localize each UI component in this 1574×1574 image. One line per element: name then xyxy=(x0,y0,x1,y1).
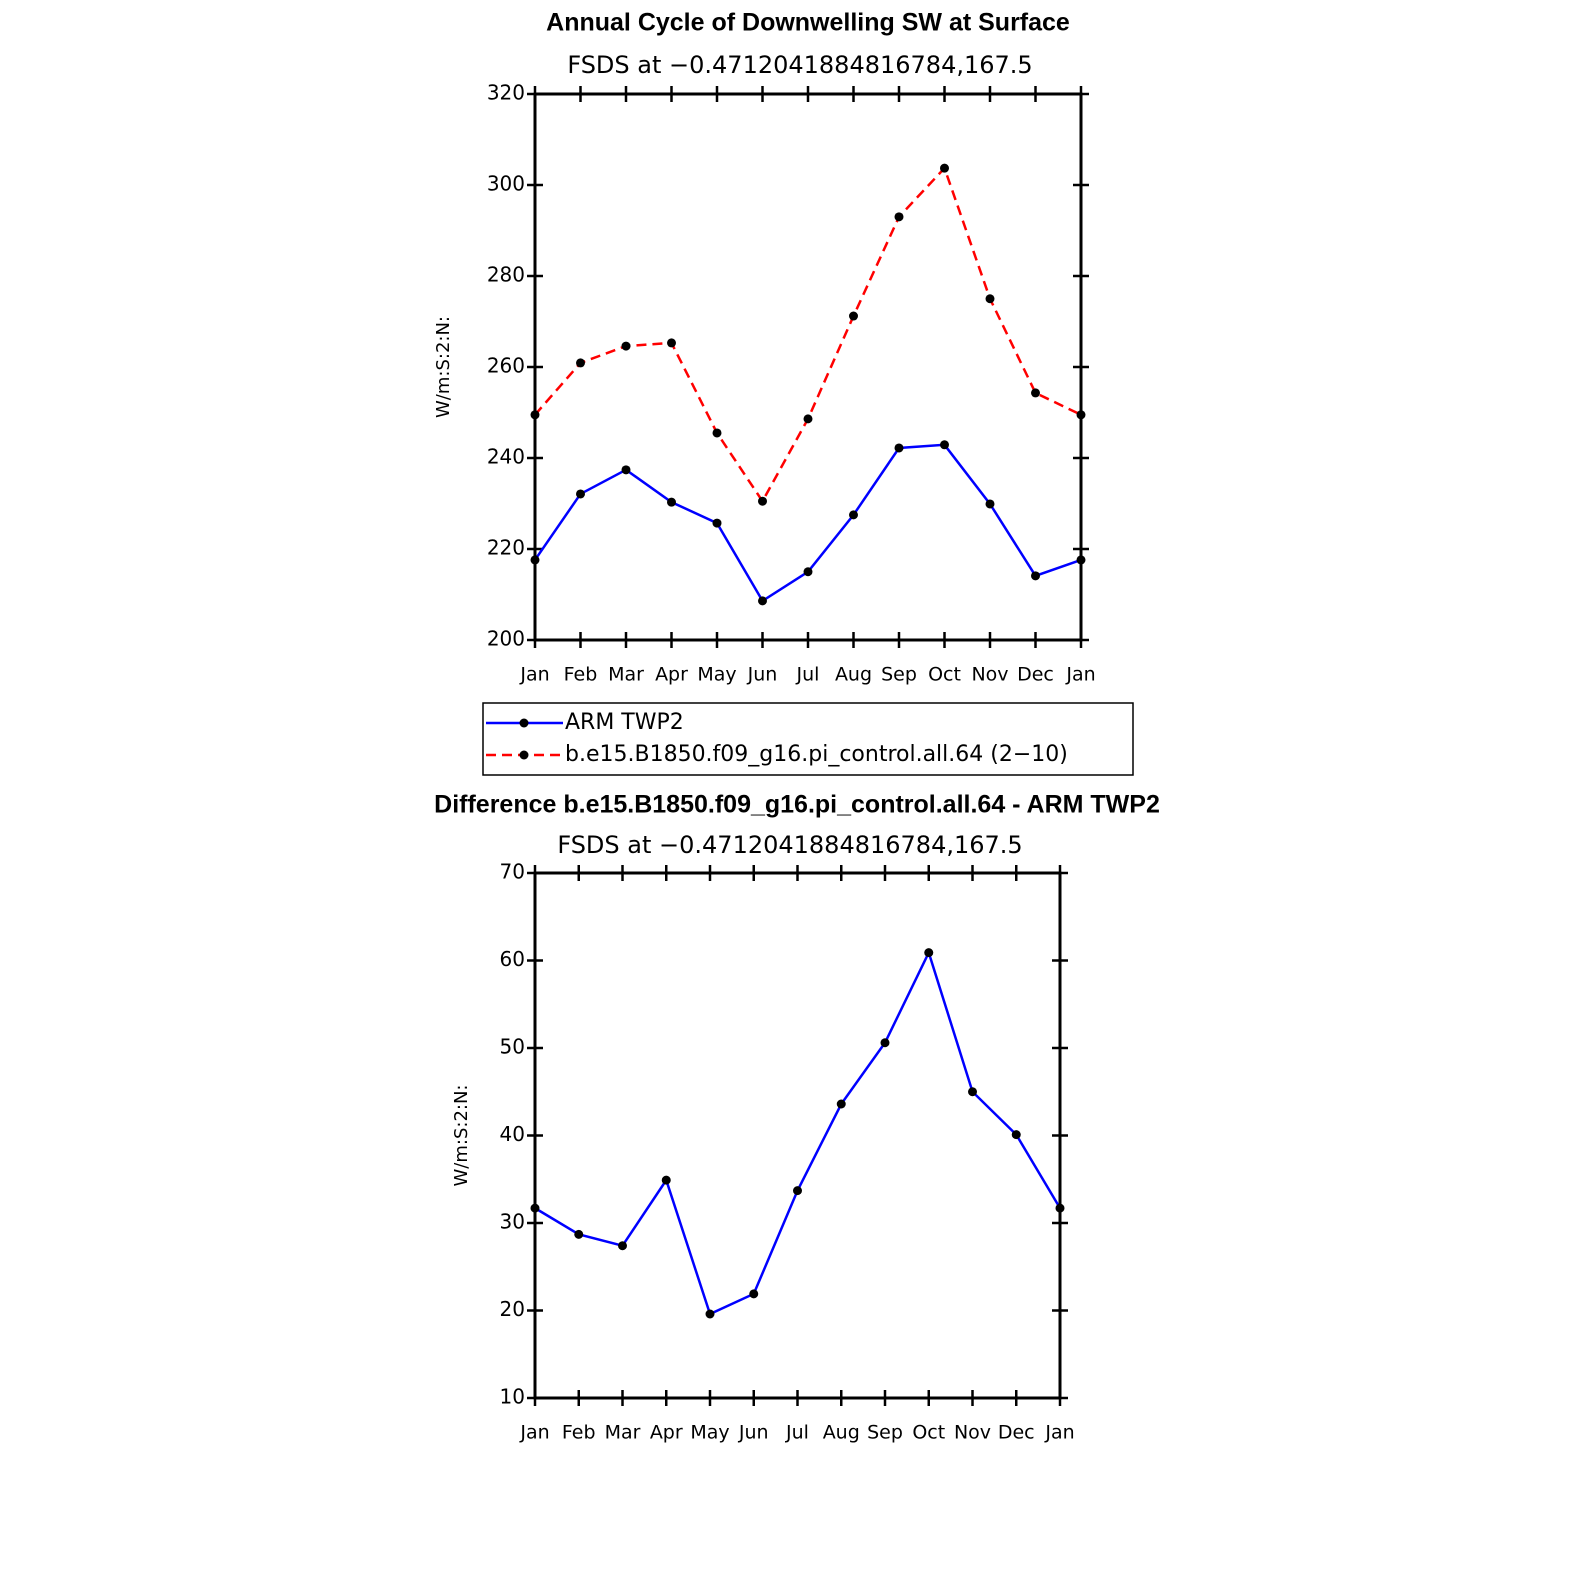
y-tick-label: 30 xyxy=(500,1210,525,1234)
marker xyxy=(667,497,676,507)
marker xyxy=(985,294,995,304)
series-line xyxy=(534,165,1082,504)
y-tick-label: 300 xyxy=(487,172,525,196)
y-tick-label: 50 xyxy=(500,1035,525,1059)
x-tick-label: Jul xyxy=(785,1422,809,1444)
chart-subtitle: FSDS at −0.4712041884816784,167.5 xyxy=(557,831,1022,859)
legend-marker xyxy=(519,750,529,760)
y-tick-label: 60 xyxy=(500,947,525,971)
plot-frame xyxy=(533,92,1083,642)
marker xyxy=(924,948,934,958)
x-tick-label: Oct xyxy=(928,664,961,686)
marker xyxy=(1031,571,1040,581)
y-tick-label: 10 xyxy=(500,1385,525,1409)
marker xyxy=(712,518,722,528)
marker xyxy=(940,440,949,450)
x-tick-label: Jan xyxy=(1065,664,1095,686)
marker xyxy=(894,212,904,222)
plot-frame xyxy=(533,871,1062,1400)
series-line xyxy=(534,949,1062,1316)
marker xyxy=(618,1241,627,1251)
x-tick-label: Dec xyxy=(998,1422,1035,1444)
legend-box xyxy=(482,702,1134,776)
marker xyxy=(530,555,540,565)
marker xyxy=(849,311,858,321)
marker xyxy=(880,1038,890,1048)
legend-label: b.e15.B1850.f09_g16.pi_control.all.64 (2… xyxy=(565,742,1068,767)
marker xyxy=(793,1186,802,1196)
marker xyxy=(749,1289,759,1299)
x-tick-label: Oct xyxy=(912,1422,945,1444)
y-tick-label: 40 xyxy=(500,1122,525,1146)
x-tick-label: Feb xyxy=(564,664,598,686)
x-tick-label: Nov xyxy=(954,1422,991,1444)
y-tick-label: 280 xyxy=(487,263,525,287)
marker xyxy=(940,163,949,173)
marker xyxy=(712,428,722,438)
marker xyxy=(1031,388,1040,398)
chart-subtitle: FSDS at −0.4712041884816784,167.5 xyxy=(567,51,1032,79)
y-axis-label: W/m:S:2:N: xyxy=(433,316,454,418)
marker xyxy=(530,410,540,420)
x-tick-label: Apr xyxy=(650,1422,683,1444)
marker xyxy=(803,414,813,424)
x-tick-label: Jul xyxy=(796,664,820,686)
x-tick-label: Jan xyxy=(1044,1422,1074,1444)
marker xyxy=(985,499,995,509)
x-tick-label: Sep xyxy=(867,1422,903,1444)
y-tick-label: 220 xyxy=(487,536,525,560)
x-tick-label: Aug xyxy=(835,664,872,686)
x-tick-label: Jan xyxy=(519,1422,549,1444)
x-tick-label: Jun xyxy=(747,664,778,686)
marker xyxy=(576,489,585,499)
x-tick-label: Mar xyxy=(605,1422,641,1444)
marker xyxy=(1076,555,1086,565)
y-tick-label: 260 xyxy=(487,354,525,378)
marker xyxy=(621,465,631,475)
x-tick-label: Jun xyxy=(738,1422,769,1444)
marker xyxy=(621,341,631,351)
x-tick-label: Dec xyxy=(1017,664,1054,686)
x-tick-label: Mar xyxy=(608,664,644,686)
marker xyxy=(667,338,676,348)
marker xyxy=(530,1203,540,1213)
y-axis-label: W/m:S:2:N: xyxy=(451,1085,472,1187)
legend-marker xyxy=(519,718,529,728)
x-tick-label: Sep xyxy=(881,664,917,686)
marker xyxy=(758,496,767,506)
x-tick-label: Jan xyxy=(519,664,549,686)
x-tick-label: May xyxy=(690,1422,729,1444)
y-tick-label: 200 xyxy=(487,627,525,651)
y-tick-label: 320 xyxy=(487,81,525,105)
legend-label: ARM TWP2 xyxy=(565,710,684,735)
marker xyxy=(968,1087,977,1097)
x-tick-label: Feb xyxy=(562,1422,596,1444)
chart-title: Difference b.e15.B1850.f09_g16.pi_contro… xyxy=(434,791,1160,819)
x-tick-label: Nov xyxy=(971,664,1008,686)
marker xyxy=(836,1099,846,1109)
chart-title: Annual Cycle of Downwelling SW at Surfac… xyxy=(546,9,1070,37)
x-tick-label: May xyxy=(697,664,736,686)
marker xyxy=(849,510,858,520)
marker xyxy=(1055,1203,1065,1213)
marker xyxy=(576,358,585,368)
marker xyxy=(803,567,813,577)
x-tick-label: Apr xyxy=(655,664,688,686)
series-line xyxy=(533,443,1082,603)
x-tick-label: Aug xyxy=(823,1422,860,1444)
marker xyxy=(1011,1130,1021,1140)
marker xyxy=(894,443,904,453)
marker xyxy=(661,1175,671,1185)
marker xyxy=(705,1309,715,1319)
marker xyxy=(1076,410,1086,420)
y-tick-label: 20 xyxy=(500,1297,525,1321)
y-tick-label: 70 xyxy=(500,860,525,884)
marker xyxy=(758,596,767,606)
marker xyxy=(574,1229,584,1239)
y-tick-label: 240 xyxy=(487,445,525,469)
